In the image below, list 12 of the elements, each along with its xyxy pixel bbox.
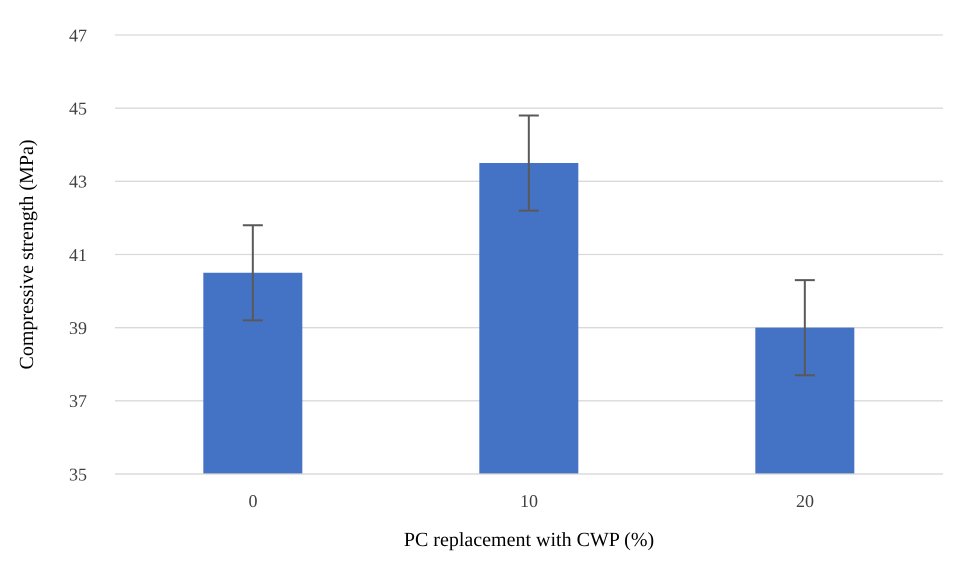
x-tick-label: 0: [248, 490, 258, 511]
y-tick-label: 35: [69, 464, 87, 484]
x-tick-label: 10: [520, 490, 538, 511]
y-axis-title: Compressive strength (MPa): [16, 140, 38, 370]
y-tick-label: 47: [69, 25, 87, 46]
x-axis-title: PC replacement with CWP (%): [404, 529, 654, 552]
y-tick-label: 39: [69, 318, 87, 338]
y-tick-label: 41: [69, 244, 87, 265]
y-tick-label: 37: [69, 391, 87, 412]
x-tick-label: 20: [796, 490, 814, 511]
y-tick-label: 43: [69, 172, 87, 192]
y-tick-label: 45: [69, 98, 87, 119]
